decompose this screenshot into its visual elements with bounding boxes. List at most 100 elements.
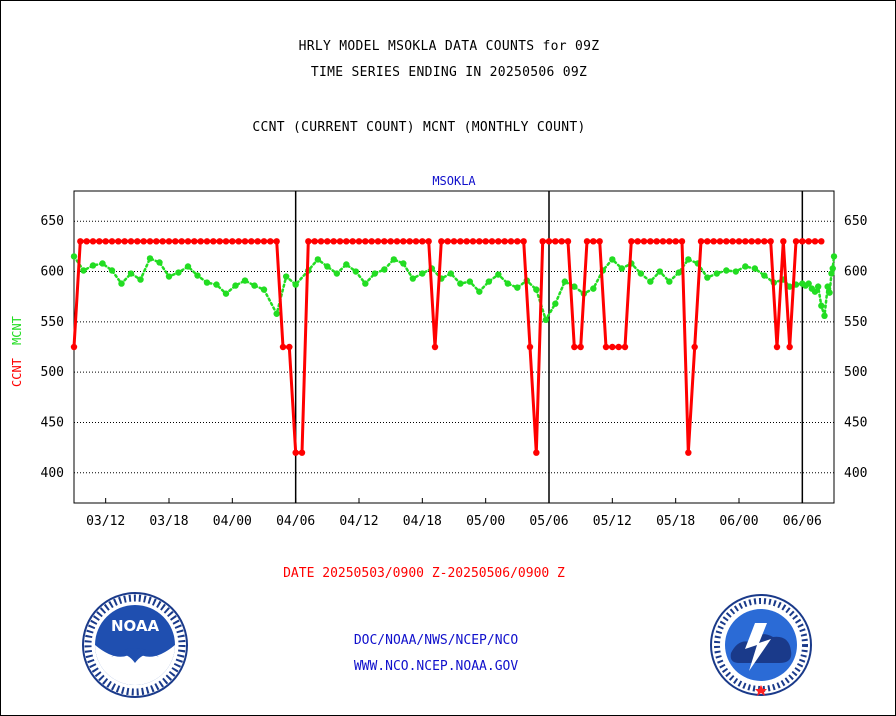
mcnt-point	[514, 284, 521, 291]
mcnt-point	[213, 281, 220, 288]
mcnt-point	[381, 266, 388, 273]
ccnt-point	[488, 238, 496, 245]
mcnt-point	[466, 278, 474, 285]
nco-link[interactable]: WWW.NCO.NCEP.NOAA.GOV	[353, 659, 519, 674]
ccnt-point	[507, 238, 515, 245]
ccnt-point	[115, 238, 122, 245]
y-tick-label-left: 650	[41, 214, 64, 229]
mcnt-point	[685, 256, 692, 263]
mcnt-point	[637, 270, 645, 277]
ccnt-point	[241, 238, 249, 245]
ccnt-point	[602, 343, 610, 351]
ccnt-point	[450, 238, 458, 245]
mcnt-point	[552, 300, 559, 307]
y-tick-label-left: 600	[41, 265, 64, 280]
mcnt-point	[400, 260, 407, 267]
ccnt-point	[514, 238, 521, 245]
ccnt-point	[533, 449, 540, 456]
ccnt-point	[792, 238, 800, 245]
x-tick-label: 05/18	[656, 514, 695, 529]
mcnt-point	[829, 265, 836, 272]
mcnt-point	[805, 280, 812, 287]
ccnt-point	[463, 238, 470, 245]
y-tick-label-right: 600	[844, 265, 867, 280]
mcnt-point	[821, 312, 828, 319]
mcnt-point	[324, 263, 331, 270]
ccnt-point	[748, 238, 755, 245]
ccnt-point	[178, 238, 185, 245]
ccnt-point	[153, 238, 160, 245]
mcnt-point	[751, 265, 759, 272]
mcnt-point	[818, 302, 825, 309]
chart-svg: 400 400 450 450 500 500 550 550 600 600 650 650 03/1…	[10, 174, 867, 529]
ccnt-point	[248, 238, 255, 245]
ccnt-point	[197, 238, 204, 245]
x-tick-label: 05/06	[529, 514, 568, 529]
mcnt-point	[561, 278, 569, 285]
ccnt-point	[292, 449, 299, 456]
ccnt-point	[457, 238, 464, 245]
mcnt-point	[362, 280, 369, 287]
mcnt-point	[732, 268, 740, 275]
y-tick-label-right: 650	[844, 214, 867, 229]
ccnt-point	[298, 449, 306, 456]
mcnt-point	[89, 262, 97, 269]
ccnt-point	[469, 238, 477, 245]
mcnt-point	[457, 280, 464, 287]
ccnt-point	[254, 238, 261, 245]
ccnt-point	[780, 238, 787, 245]
ccnt-point	[691, 343, 698, 351]
chart-title-line2: TIME SERIES ENDING IN 20250506 09Z	[310, 65, 588, 80]
ccnt-point	[412, 238, 420, 245]
ccnt-point	[659, 238, 667, 245]
mcnt-point	[203, 279, 211, 286]
ccnt-point	[501, 238, 508, 245]
ccnt-point	[697, 238, 705, 245]
ccnt-point	[146, 238, 154, 245]
ccnt-point	[761, 238, 768, 245]
doc-link[interactable]: DOC/NOAA/NWS/NCEP/NCO	[353, 633, 519, 648]
ccnt-point	[704, 238, 711, 245]
ccnt-point	[805, 238, 812, 245]
ccnt-point	[438, 238, 445, 245]
ccnt-point	[368, 238, 375, 245]
ccnt-point	[735, 238, 743, 245]
y-tick-label-left: 400	[41, 466, 64, 481]
ccnt-point	[583, 238, 591, 245]
chart-title-line3: CCNT (CURRENT COUNT) MCNT (MONTHLY COUNT…	[252, 120, 586, 135]
ccnt-point	[476, 238, 483, 245]
mcnt-point	[241, 277, 249, 284]
ccnt-point	[818, 238, 825, 245]
mcnt-point	[194, 272, 201, 279]
ccnt-point	[666, 238, 673, 245]
mcnt-point	[251, 282, 258, 289]
ccnt-point	[754, 238, 762, 245]
mcnt-point	[282, 273, 290, 280]
mcnt-point	[830, 253, 838, 260]
ccnt-point	[235, 238, 242, 245]
ccnt-point	[811, 238, 819, 245]
ccnt-point	[520, 238, 527, 245]
mcnt-point	[618, 265, 626, 272]
ccnt-point	[609, 343, 616, 351]
mcnt-point	[184, 263, 192, 270]
mcnt-point	[666, 278, 673, 285]
ccnt-point	[672, 238, 679, 245]
ccnt-point	[121, 238, 128, 245]
ccnt-point	[343, 238, 350, 245]
y-tick-label-right: 450	[844, 415, 867, 430]
ccnt-point	[678, 238, 686, 245]
ccnt-point	[374, 238, 382, 245]
ccnt-point	[140, 238, 147, 245]
ccnt-point	[165, 238, 173, 245]
ccnt-point	[127, 238, 135, 245]
ccnt-point	[742, 238, 749, 245]
ylabel-mcnt: MCNT	[10, 316, 24, 345]
ylabel-ccnt: CCNT	[10, 358, 24, 387]
ccnt-point	[305, 238, 312, 245]
ccnt-point	[159, 238, 166, 245]
date-range: DATE 20250503/0900 Z-20250506/0900 Z	[283, 566, 565, 581]
ccnt-point	[260, 238, 268, 245]
ccnt-point	[191, 238, 198, 245]
ccnt-point	[482, 238, 489, 245]
